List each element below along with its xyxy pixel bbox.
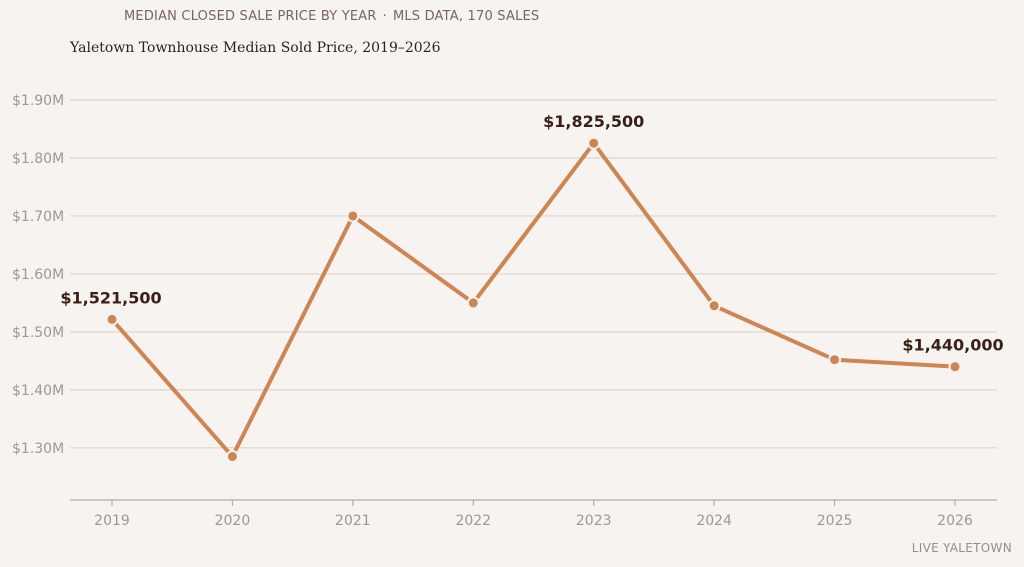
- kicker-metric: MEDIAN CLOSED SALE PRICE BY YEAR: [124, 9, 377, 24]
- data-label: $1,521,500: [60, 288, 161, 307]
- x-tick-label: 2025: [817, 513, 853, 529]
- data-labels: $1,521,500 $1,825,500 $1,440,000: [60, 112, 1003, 354]
- x-axis: 2019 2020 2021 2022 2023 2024 2025 2026: [70, 499, 997, 529]
- x-tick-label: 2020: [215, 513, 251, 529]
- x-tick-label: 2024: [696, 513, 732, 529]
- x-tick-label: 2023: [576, 513, 612, 529]
- data-point: [466, 296, 480, 310]
- y-axis-ticks: $1.30M $1.40M $1.50M $1.60M $1.70M $1.80M $1.9…: [12, 93, 64, 457]
- data-point: [948, 360, 962, 374]
- y-tick-label: $1.30M: [12, 441, 64, 457]
- y-tick-label: $1.40M: [12, 383, 64, 399]
- data-point: [707, 299, 721, 313]
- data-label: $1,440,000: [902, 336, 1003, 355]
- kicker-source: MLS DATA, 170 SALES: [392, 9, 540, 24]
- y-tick-label: $1.70M: [12, 209, 64, 225]
- y-tick-label: $1.50M: [12, 325, 64, 341]
- x-tick-label: 2019: [94, 513, 130, 529]
- data-point: [587, 136, 601, 150]
- data-point: [828, 353, 842, 367]
- y-tick-label: $1.80M: [12, 151, 64, 167]
- chart-subtitle: Yaletown Townhouse Median Sold Price, 20…: [70, 40, 441, 56]
- x-tick-label: 2022: [455, 513, 491, 529]
- chart-kicker: MEDIAN CLOSED SALE PRICE BY YEAR · MLS DAT…: [124, 9, 539, 24]
- data-label: $1,825,500: [543, 112, 644, 131]
- kicker-separator: ·: [382, 9, 387, 24]
- y-tick-label: $1.60M: [12, 267, 64, 283]
- data-point: [105, 312, 119, 326]
- data-point: [346, 209, 360, 223]
- credit-label: LIVE YALETOWN: [911, 541, 1012, 555]
- data-point: [225, 450, 239, 464]
- x-tick-label: 2026: [937, 513, 973, 529]
- series-layer: [105, 136, 962, 464]
- y-tick-label: $1.90M: [12, 93, 64, 109]
- series-line: [110, 141, 957, 459]
- gridlines: [70, 99, 997, 449]
- x-tick-label: 2021: [335, 513, 371, 529]
